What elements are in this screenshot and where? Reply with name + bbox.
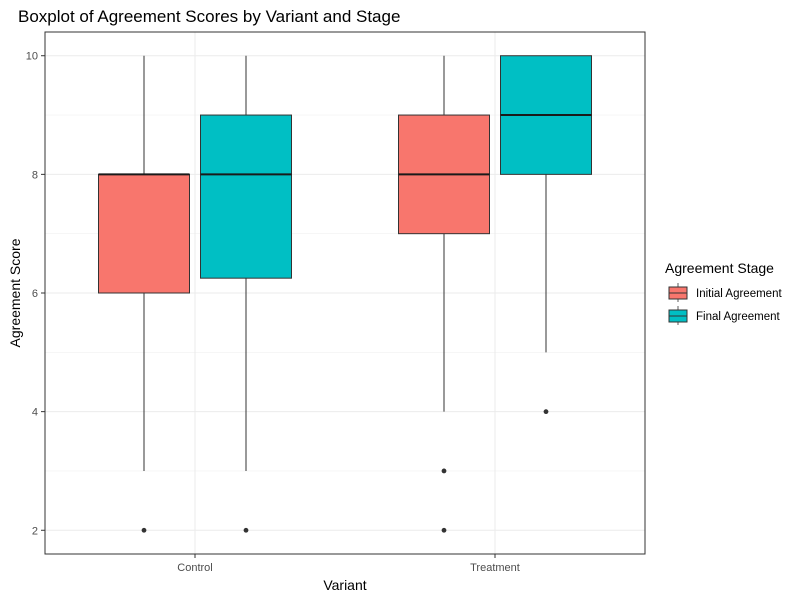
outlier-point [543, 409, 549, 415]
legend-label: Initial Agreement [696, 288, 782, 300]
boxes [98, 55, 592, 533]
chart-title: Boxplot of Agreement Scores by Variant a… [18, 7, 400, 26]
y-axis-title: Agreement Score [7, 238, 23, 347]
box-initial-agreement-control [98, 55, 190, 533]
outlier-point [441, 527, 447, 533]
x-axis-title: Variant [323, 577, 366, 593]
y-tick-label: 8 [32, 169, 38, 181]
y-tick-label: 4 [32, 407, 38, 419]
y-tick-label: 10 [26, 51, 38, 63]
box-final-agreement-control [200, 55, 292, 533]
x-tick-label: Treatment [470, 562, 520, 574]
legend: Agreement Stage Initial Agreement Final A… [665, 260, 782, 325]
x-tick-label: Control [177, 562, 212, 574]
box-body [200, 114, 292, 279]
legend-item-final-agreement: Final Agreement [668, 306, 781, 325]
outlier-point [141, 527, 147, 533]
box-final-agreement-treatment [500, 55, 592, 415]
axes: 2 4 6 8 10 Control Treatment [26, 51, 520, 574]
y-tick-label: 2 [32, 525, 38, 537]
y-tick-label: 6 [32, 288, 38, 300]
box-body [98, 173, 190, 294]
box-initial-agreement-treatment [398, 55, 490, 533]
legend-label: Final Agreement [696, 311, 781, 323]
outlier-point [441, 468, 447, 474]
legend-title: Agreement Stage [665, 260, 774, 276]
legend-item-initial-agreement: Initial Agreement [668, 283, 782, 302]
outlier-point [243, 527, 249, 533]
